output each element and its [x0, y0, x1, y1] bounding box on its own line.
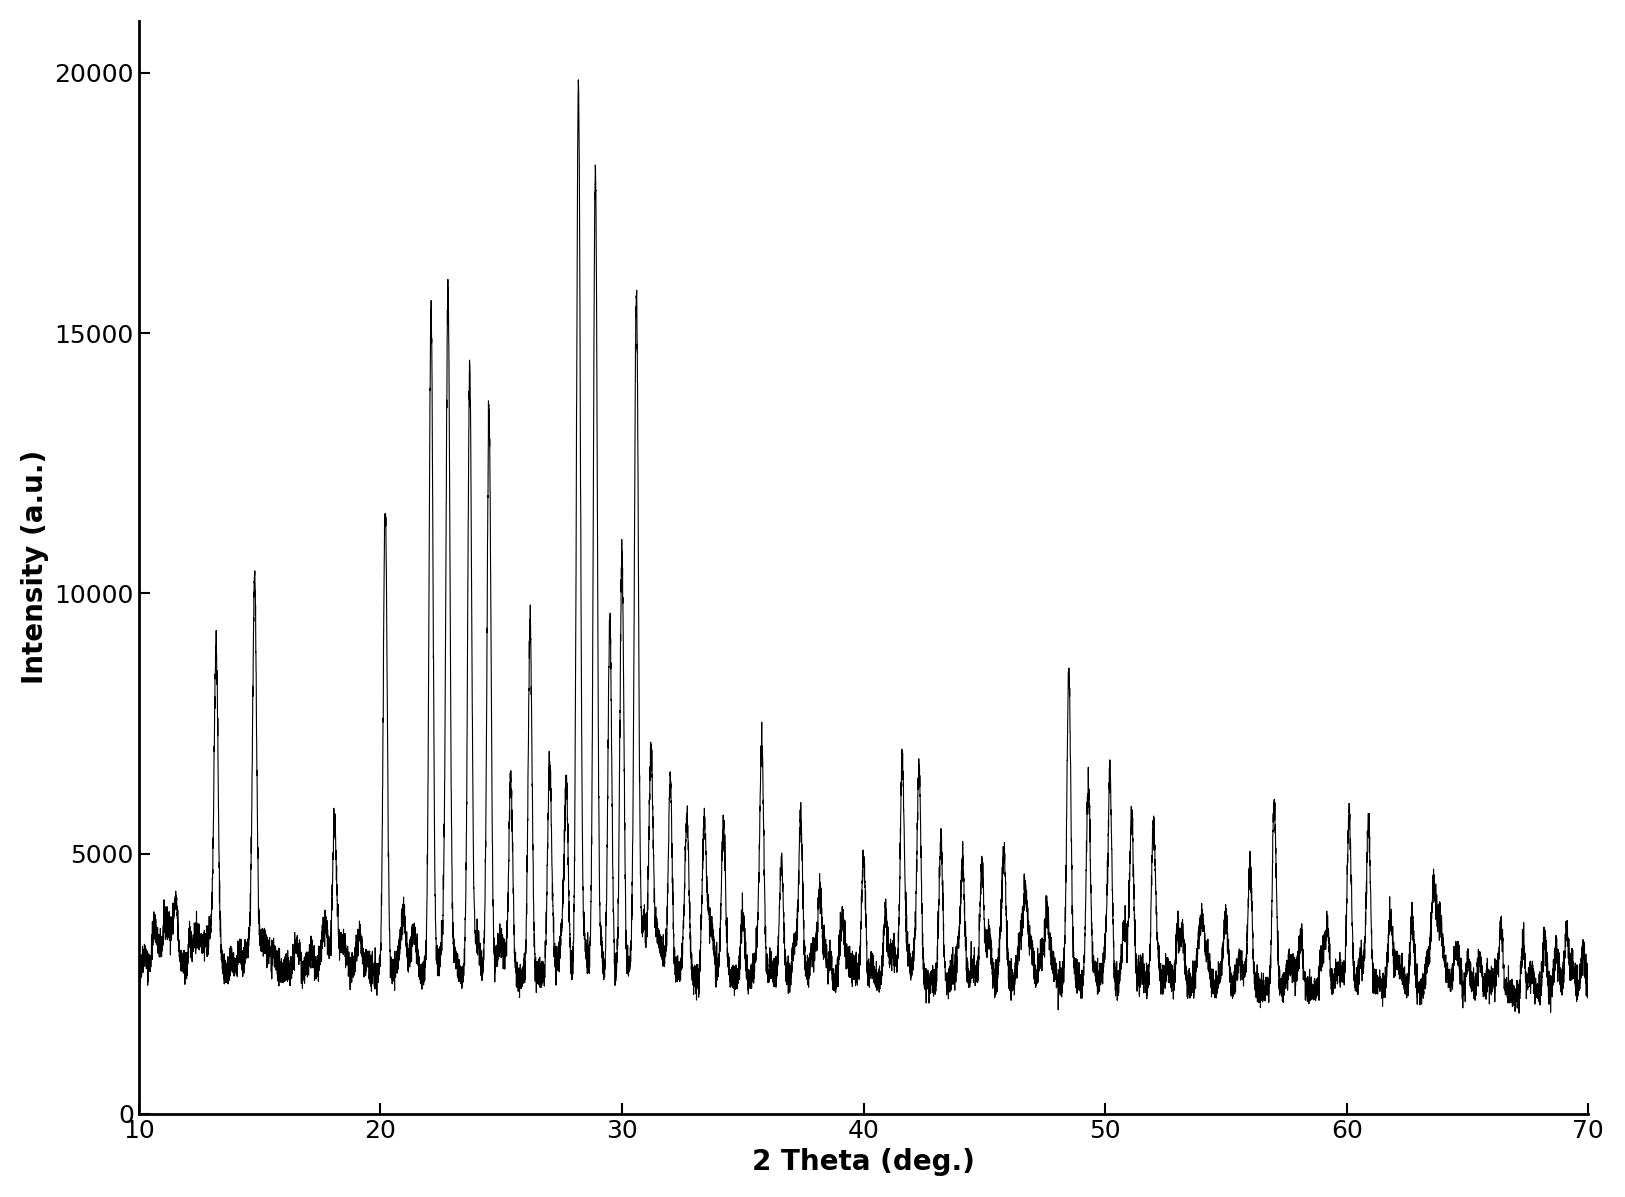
- X-axis label: 2 Theta (deg.): 2 Theta (deg.): [752, 1148, 975, 1177]
- Y-axis label: Intensity (a.u.): Intensity (a.u.): [21, 450, 49, 685]
